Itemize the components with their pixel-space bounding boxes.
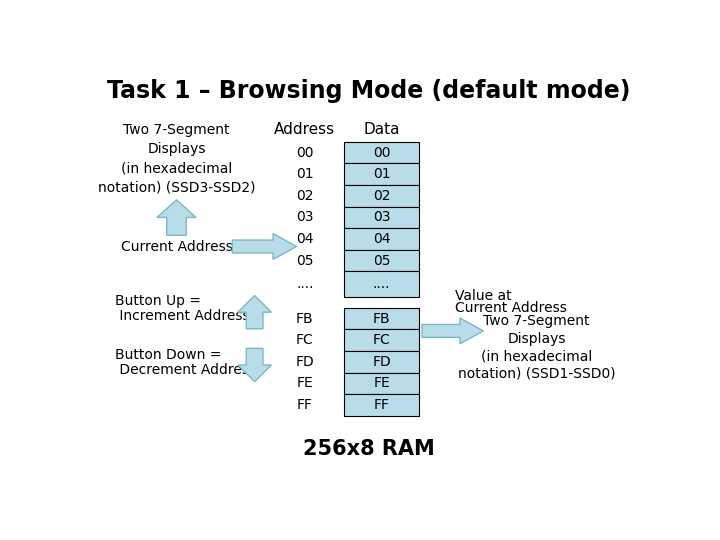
Text: Value at: Value at: [456, 288, 512, 302]
Polygon shape: [238, 295, 271, 329]
Text: Address: Address: [274, 122, 336, 137]
Text: 04: 04: [296, 232, 314, 246]
Text: 00: 00: [296, 146, 314, 159]
Text: 02: 02: [296, 189, 314, 203]
Text: Displays: Displays: [148, 142, 206, 156]
Bar: [344, 329, 419, 351]
Text: FE: FE: [297, 376, 313, 390]
Bar: [344, 228, 419, 250]
Text: notation) (SSD3-SSD2): notation) (SSD3-SSD2): [98, 180, 256, 194]
Text: 05: 05: [296, 254, 314, 268]
Text: FC: FC: [373, 333, 390, 347]
Text: FD: FD: [295, 355, 314, 369]
Text: Task 1 – Browsing Mode (default mode): Task 1 – Browsing Mode (default mode): [107, 79, 631, 103]
Bar: [344, 394, 419, 416]
Text: FF: FF: [297, 398, 312, 412]
Text: FC: FC: [296, 333, 314, 347]
Text: Current Address: Current Address: [456, 301, 567, 315]
Text: 04: 04: [373, 232, 390, 246]
Text: 03: 03: [296, 211, 314, 225]
Polygon shape: [157, 200, 196, 235]
Text: 01: 01: [373, 167, 390, 181]
Text: notation) (SSD1-SSD0): notation) (SSD1-SSD0): [458, 367, 615, 381]
Polygon shape: [238, 348, 271, 382]
Text: 03: 03: [373, 211, 390, 225]
Polygon shape: [233, 234, 297, 259]
Text: Increment Address: Increment Address: [115, 308, 250, 322]
Bar: [344, 373, 419, 394]
Text: Two 7-Segment: Two 7-Segment: [483, 314, 590, 328]
Bar: [344, 250, 419, 272]
Text: 02: 02: [373, 189, 390, 203]
Text: Button Up =: Button Up =: [115, 294, 201, 308]
Text: Current Address: Current Address: [121, 240, 233, 253]
Text: Displays: Displays: [507, 332, 566, 346]
Text: 00: 00: [373, 146, 390, 159]
Text: ....: ....: [373, 278, 390, 292]
Text: (in hexadecimal: (in hexadecimal: [121, 161, 232, 176]
Text: 05: 05: [373, 254, 390, 268]
Text: FB: FB: [373, 312, 390, 326]
Bar: [344, 207, 419, 228]
Text: 256x8 RAM: 256x8 RAM: [303, 440, 435, 460]
Text: (in hexadecimal: (in hexadecimal: [481, 349, 592, 363]
Bar: [344, 351, 419, 373]
Text: FB: FB: [296, 312, 314, 326]
Text: Button Down =: Button Down =: [115, 348, 222, 362]
Polygon shape: [422, 318, 483, 344]
Bar: [344, 272, 419, 298]
Bar: [344, 141, 419, 163]
Text: 01: 01: [296, 167, 314, 181]
Text: FD: FD: [372, 355, 391, 369]
Bar: [344, 163, 419, 185]
Text: FE: FE: [373, 376, 390, 390]
Text: Two 7-Segment: Two 7-Segment: [123, 123, 230, 137]
Text: Data: Data: [364, 122, 400, 137]
Text: ....: ....: [296, 278, 314, 292]
Text: Decrement Address: Decrement Address: [115, 362, 256, 376]
Bar: [344, 185, 419, 207]
Text: FF: FF: [374, 398, 390, 412]
Bar: [344, 308, 419, 329]
